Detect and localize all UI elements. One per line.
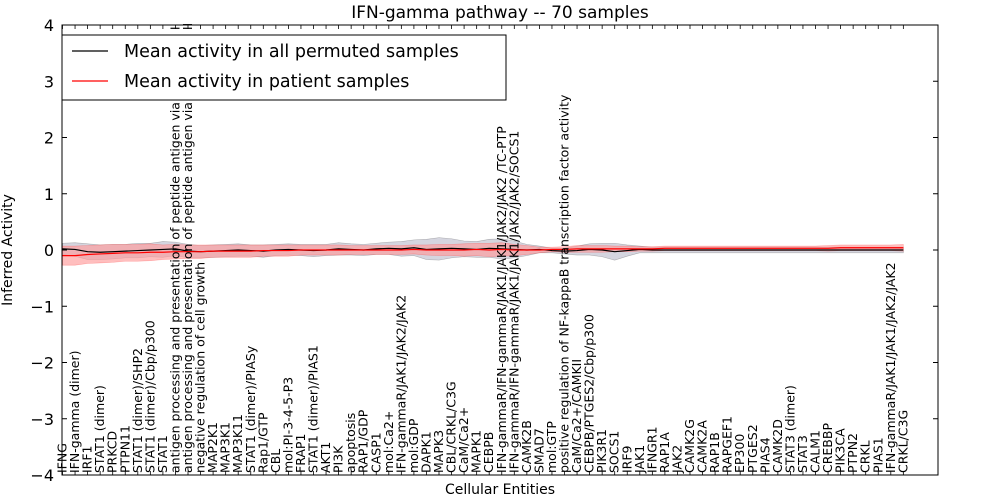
category-label: PTPN2 <box>845 433 860 473</box>
y-tick-label: −1 <box>30 297 54 316</box>
category-label: IFN-gammaR/IFN-gammaR/JAK1/JAK1/JAK2/JAK… <box>506 131 521 473</box>
category-label: PTPN11 <box>117 425 132 473</box>
category-label: CAMK2D <box>770 419 785 473</box>
category-label: Rap1/GTP <box>255 412 270 473</box>
category-label: CaM/Ca2+ <box>456 407 471 473</box>
category-label: CRKL/C3G <box>895 410 910 473</box>
category-label: CaM/Ca2+/CAMKII <box>569 359 584 473</box>
category-label: IRF1 <box>80 445 95 473</box>
legend-label-patient: Mean activity in patient samples <box>124 72 409 92</box>
category-label: STAT3 (dimer) <box>782 385 797 473</box>
category-label: RAPGEF1 <box>720 416 735 473</box>
category-label: CAMK2B <box>519 420 534 473</box>
category-label: RAP1/GDP <box>356 409 371 473</box>
category-label: apoptosis <box>343 413 358 473</box>
category-label: CREBBP <box>820 423 835 473</box>
category-label: CBL <box>268 449 283 473</box>
category-label: MAPK3 <box>431 430 446 473</box>
chart-title: IFN-gamma pathway -- 70 samples <box>351 3 649 23</box>
category-label: IFN-gammaR/IFN-gammaR/JAK1/JAK1/JAK2/JAK… <box>494 126 509 473</box>
category-label: PRKCD <box>105 431 120 473</box>
series-line-patient <box>62 247 904 257</box>
category-label: negative regulation of cell growth <box>193 262 208 473</box>
category-label: mol:Ca2+ <box>381 411 396 473</box>
category-label: PIAS1 <box>870 437 885 473</box>
category-label: positive regulation of NF-kappaB transcr… <box>557 94 572 473</box>
category-label: antigen processing and presentation of p… <box>180 23 195 473</box>
category-label: mol:PI-3-4-5-P3 <box>280 377 295 473</box>
category-label: CAMK2G <box>682 419 697 473</box>
category-label: MAP3K1 <box>218 422 233 473</box>
category-label: JAK2 <box>669 445 684 474</box>
category-label: STAT1 <box>155 435 170 473</box>
y-tick-label: 4 <box>44 16 54 35</box>
category-label: mol:GDP <box>406 418 421 473</box>
category-label: IRF9 <box>619 445 634 473</box>
category-label: EP300 <box>732 434 747 473</box>
y-tick-label: 2 <box>44 129 54 148</box>
category-label: JAK1 <box>632 445 647 474</box>
category-label: CRKL <box>858 440 873 473</box>
category-label: CEBPB <box>481 432 496 473</box>
category-label: PIAS4 <box>757 437 772 473</box>
category-label: DAPK1 <box>418 431 433 473</box>
category-label: STAT1 (dimer)/SHP2 <box>130 348 145 473</box>
category-label: AKT1 <box>318 442 333 473</box>
category-label: PIK3R1 <box>594 429 609 473</box>
legend-label-permuted: Mean activity in all permuted samples <box>124 42 459 62</box>
category-label: RAP1A <box>657 432 672 473</box>
y-tick-label: 1 <box>44 185 54 204</box>
legend: Mean activity in all permuted samples Mea… <box>61 34 507 101</box>
category-label: FRAP1 <box>293 434 308 473</box>
category-label: STAT1 (dimer)/Cbp/p300 <box>142 320 157 473</box>
category-label: SMAD7 <box>531 428 546 473</box>
y-tick-label: 0 <box>44 241 54 260</box>
category-label: STAT1 (dimer) <box>92 385 107 473</box>
category-label: IFN-gammaR/JAK1/JAK1/JAK2/JAK2 <box>883 262 898 473</box>
category-label: CAMK2A <box>695 420 710 473</box>
category-label: mol:GTP <box>544 421 559 473</box>
category-label: MAP3K11 <box>230 414 245 473</box>
category-label: MAPK1 <box>469 430 484 473</box>
legend-box <box>61 34 507 101</box>
category-label: PIK3CA <box>833 428 848 473</box>
category-label: STAT1 (dimer)/PIASy <box>243 345 258 473</box>
y-tick-label: −2 <box>30 354 54 373</box>
y-axis-label: Inferred Activity <box>0 194 16 306</box>
category-label: CALM1 <box>808 430 823 473</box>
category-label: PTGES2 <box>745 424 760 473</box>
category-label: CEBPB/PTGES2/Cbp/p300 <box>582 314 597 473</box>
y-tick-label: 3 <box>44 72 54 91</box>
category-label: CASP1 <box>368 432 383 473</box>
category-label: MAP2K1 <box>205 422 220 473</box>
category-label: STAT1 (dimer)/PIAS1 <box>306 345 321 473</box>
category-label: CBL/CRKL/C3G <box>444 381 459 473</box>
category-label: IFNGR1 <box>644 426 659 473</box>
category-label: SOCS1 <box>607 431 622 473</box>
x-axis-label: Cellular Entities <box>445 482 555 498</box>
plot-area <box>62 237 904 266</box>
category-label: RAP1B <box>707 432 722 473</box>
category-label: PI3K <box>331 445 346 473</box>
category-label: IFN-gammaR/JAK1/JAK2/JAK2 <box>393 295 408 473</box>
category-label: IFN-gamma (dimer) <box>67 351 82 474</box>
category-label: antigen processing and presentation of p… <box>167 26 182 473</box>
y-tick-label: −4 <box>30 466 54 485</box>
y-tick-label: −3 <box>30 410 54 429</box>
axes: 4 3 2 1 0 −1 −2 −3 −4 <box>30 16 939 485</box>
category-label: STAT3 <box>795 435 810 473</box>
